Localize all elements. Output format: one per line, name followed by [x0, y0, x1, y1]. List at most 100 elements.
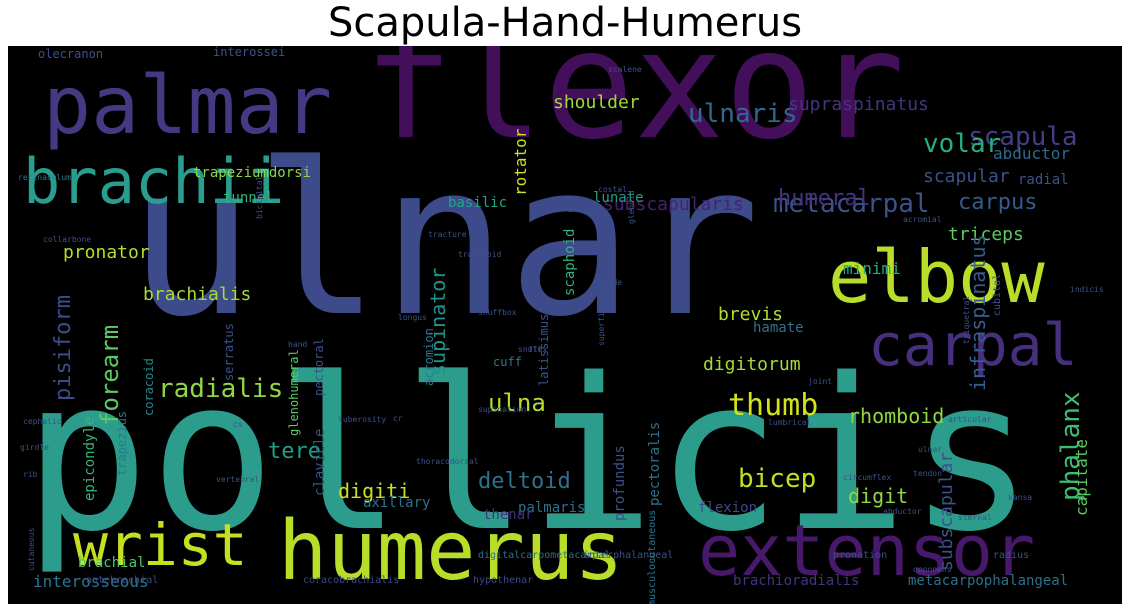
word-cloud-word: radialis — [158, 374, 284, 404]
word-cloud-word: palmar — [43, 59, 332, 152]
word-cloud-word: hamate — [753, 320, 804, 336]
word-cloud-word: triquetral — [962, 295, 971, 344]
word-cloud-word: trapezoid — [458, 250, 502, 259]
figure-title: Scapula-Hand-Humerus — [327, 0, 803, 46]
word-cloud-word: deltoid — [478, 469, 571, 494]
word-cloud-word: minimi — [843, 259, 901, 278]
word-cloud-word: digitalcarpometacarpal — [478, 550, 611, 561]
word-cloud-word: rhomboid — [848, 404, 945, 428]
word-cloud-word: metacarpal — [773, 189, 930, 219]
word-cloud-word: brachioradialis — [733, 573, 860, 589]
word-cloud-word: cutaneous — [27, 527, 36, 571]
word-cloud-word: opponens — [913, 565, 952, 574]
word-cloud-word: cephalic — [23, 417, 62, 426]
word-cloud-word: coracoid — [142, 358, 156, 416]
word-cloud-word: ulnaris — [688, 99, 798, 129]
word-cloud-word: thumb — [728, 388, 819, 423]
word-cloud-word: collarbone — [43, 235, 92, 244]
word-cloud-word: snuff — [518, 345, 543, 354]
word-cloud-word: profundus — [612, 445, 628, 521]
word-cloud-word: hand — [288, 340, 308, 349]
word-cloud-word: trapeziumdorsi — [193, 165, 312, 181]
word-cloud-word: girdle — [20, 443, 49, 452]
word-cloud-word: serratus — [222, 323, 236, 381]
word-cloud-word: abductor — [993, 144, 1071, 163]
word-cloud-word: scapular — [923, 166, 1010, 187]
word-cloud-word: ulnar — [128, 118, 761, 363]
word-cloud-word: musculocutaneous — [647, 509, 658, 604]
word-cloud-word: superficialis — [597, 283, 606, 346]
word-cloud-word: ulnar — [918, 445, 943, 454]
word-cloud-word: acromion — [422, 328, 436, 386]
word-cloud-word: supination — [478, 405, 527, 414]
word-cloud-word: coracobrachialis — [303, 575, 400, 586]
word-cloud-word: sternal — [958, 513, 992, 522]
word-cloud-word: antebrachial — [86, 575, 159, 586]
word-cloud-word: scalene — [608, 65, 642, 74]
word-cloud-word: ulna — [488, 389, 546, 417]
word-cloud-word: acromial — [903, 215, 942, 224]
word-cloud-word: axilla — [568, 205, 597, 214]
word-cloud-word: lumbrical — [768, 418, 812, 427]
word-cloud-word: interossei — [213, 46, 286, 59]
word-cloud-word: pisiform — [51, 295, 76, 401]
word-cloud-word: pectoralis — [647, 421, 663, 506]
word-cloud-word: pectoral — [312, 338, 326, 396]
word-cloud-word: epicondyle — [82, 416, 98, 501]
word-cloud-word: wrist — [73, 511, 248, 579]
word-cloud-word: pronation — [833, 550, 888, 561]
word-cloud-word: flexion — [698, 500, 758, 516]
word-cloud-word: clavicle — [312, 428, 328, 496]
word-cloud-word: brachii — [23, 145, 285, 218]
word-cloud-word: trapezius — [115, 410, 129, 476]
word-cloud-word: volar — [923, 129, 1002, 159]
word-cloud-word: thenar — [483, 507, 534, 523]
word-cloud-word: snuffbox — [478, 308, 517, 317]
word-cloud-word: carpus — [958, 190, 1038, 215]
word-cloud-word: capitate — [1072, 438, 1091, 516]
word-cloud-word: tracture — [428, 230, 467, 239]
word-cloud-word: palmaris — [518, 500, 586, 516]
word-cloud-word: olecranon — [38, 47, 104, 61]
word-cloud-word: longus — [398, 313, 427, 322]
word-cloud-word: joint — [808, 377, 833, 386]
word-cloud-word: rotator — [511, 128, 530, 196]
word-cloud-word: brevis — [718, 304, 784, 325]
word-cloud-word: hypothenar — [473, 575, 534, 586]
word-cloud-word: shoulder — [553, 92, 640, 113]
word-cloud-word: axillary — [363, 495, 431, 511]
word-cloud-word: vertebral — [216, 475, 260, 484]
word-cloud-word: triceps — [948, 224, 1024, 245]
word-cloud-word: subscapularis — [603, 194, 744, 215]
word-cloud-word: thoracodorsal — [416, 457, 479, 466]
word-cloud-word: glenohumeral — [287, 349, 301, 436]
word-cloud-word: carpal — [868, 311, 1078, 379]
word-cloud-word: pollicis — [23, 333, 1035, 578]
word-cloud-word: scapula — [968, 122, 1078, 152]
word-cloud-word: lunate — [593, 190, 644, 206]
word-cloud-word: articular — [948, 415, 992, 424]
word-cloud-word: tendon — [913, 469, 942, 478]
word-cloud-word: rib — [23, 470, 38, 479]
word-cloud-word: interosseous — [33, 572, 149, 591]
word-cloud-word: digit — [848, 484, 909, 508]
word-cloud-word: cr — [393, 414, 403, 423]
word-cloud-word: flex — [528, 345, 548, 354]
word-cloud-word: kansa — [1008, 493, 1033, 502]
word-cloud-word: tuberosity — [338, 415, 387, 424]
word-cloud-word: metacarpophalangeal — [908, 573, 1069, 589]
word-cloud-word: scaphoid — [562, 228, 578, 296]
word-cloud-word: tunnel — [223, 190, 274, 206]
word-cloud-word: bicipital — [255, 175, 264, 219]
word-cloud-word: retinaculum — [18, 173, 71, 182]
word-cloud-word: circumflex — [843, 473, 892, 482]
word-cloud-word: abductor — [883, 507, 922, 516]
word-cloud-word: humerus — [278, 504, 624, 599]
word-cloud-word: infraspinatus — [966, 234, 990, 391]
word-cloud-word: supraspinatus — [788, 94, 929, 115]
word-cloud-word: humeral — [778, 186, 871, 211]
word-cloud-word: cubital — [992, 273, 1003, 316]
word-cloud-word: radius — [993, 550, 1030, 561]
word-cloud-word: brachialis — [143, 284, 252, 305]
word-cloud-word: blade — [598, 278, 623, 287]
